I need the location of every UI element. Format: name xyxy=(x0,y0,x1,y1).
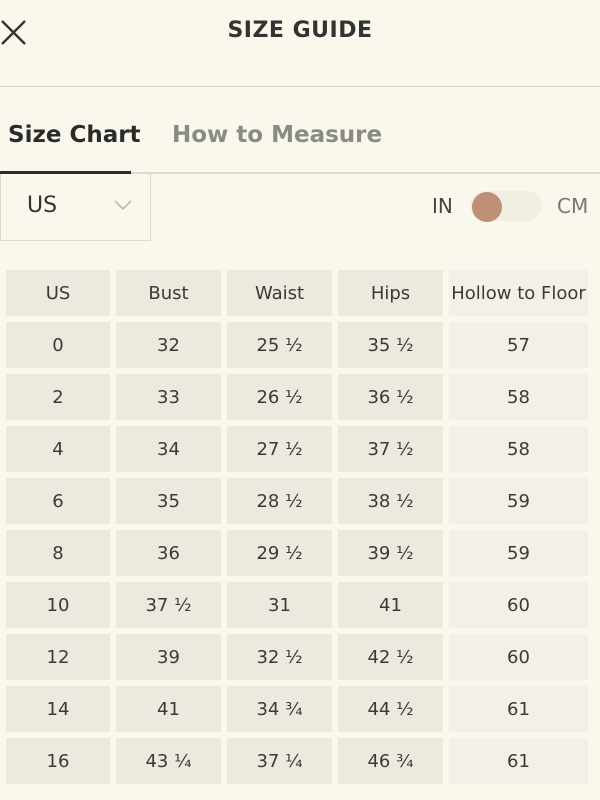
table-cell: 28 ½ xyxy=(227,478,332,524)
table-cell: 25 ½ xyxy=(227,322,332,368)
table-cell: 44 ½ xyxy=(338,686,443,732)
table-cell: 39 ½ xyxy=(338,530,443,576)
table-cell: 10 xyxy=(6,582,110,628)
table-cell: 33 xyxy=(116,374,221,420)
table-cell: 32 ½ xyxy=(227,634,332,680)
header-cell: Bust xyxy=(116,270,221,316)
table-cell: 34 xyxy=(116,426,221,472)
table-cell: 42 ½ xyxy=(338,634,443,680)
table-cell: 58 xyxy=(449,426,588,472)
tab-indicator xyxy=(0,171,131,174)
table-cell: 41 xyxy=(116,686,221,732)
table-cell: 41 xyxy=(338,582,443,628)
table-cell: 38 ½ xyxy=(338,478,443,524)
table-cell: 59 xyxy=(449,530,588,576)
table-cell: 37 ½ xyxy=(116,582,221,628)
table-cell: 43 ¼ xyxy=(116,738,221,784)
title: SIZE GUIDE xyxy=(227,18,373,43)
table-cell: 60 xyxy=(449,634,588,680)
header-cell: US xyxy=(6,270,110,316)
table-cell: 37 ½ xyxy=(338,426,443,472)
table-cell: 60 xyxy=(449,582,588,628)
header-cell: Hollow to Floor xyxy=(449,270,588,316)
table-cell: 39 xyxy=(116,634,221,680)
header-cell: Hips xyxy=(338,270,443,316)
table-cell: 31 xyxy=(227,582,332,628)
divider xyxy=(0,86,600,87)
table-cell: 59 xyxy=(449,478,588,524)
table-cell: 26 ½ xyxy=(227,374,332,420)
header-cell: Waist xyxy=(227,270,332,316)
table-cell: 61 xyxy=(449,686,588,732)
chevron xyxy=(114,200,132,211)
table-cell: 16 xyxy=(6,738,110,784)
table-cell: 32 xyxy=(116,322,221,368)
table-cell: 29 ½ xyxy=(227,530,332,576)
table-cell: 4 xyxy=(6,426,110,472)
table-cell: 36 xyxy=(116,530,221,576)
table-cell: 36 ½ xyxy=(338,374,443,420)
table-cell: 35 xyxy=(116,478,221,524)
table-cell: 27 ½ xyxy=(227,426,332,472)
table-cell: 58 xyxy=(449,374,588,420)
table-cell: 2 xyxy=(6,374,110,420)
toggle-label: CM xyxy=(557,194,589,218)
table-cell: 34 ¾ xyxy=(227,686,332,732)
tab[interactable]: How to Measure xyxy=(172,122,383,148)
table-cell: 57 xyxy=(449,322,588,368)
dropdown[interactable] xyxy=(0,174,151,241)
table-cell: 8 xyxy=(6,530,110,576)
table-cell: 35 ½ xyxy=(338,322,443,368)
table-cell: 46 ¾ xyxy=(338,738,443,784)
dropdown-value: US xyxy=(27,193,58,218)
table-cell: 14 xyxy=(6,686,110,732)
table-cell: 6 xyxy=(6,478,110,524)
tab-line xyxy=(0,172,600,174)
table-cell: 0 xyxy=(6,322,110,368)
toggle-label: IN xyxy=(432,194,453,218)
close-button[interactable] xyxy=(0,18,28,46)
toggle-knob xyxy=(472,192,502,222)
table-cell: 12 xyxy=(6,634,110,680)
table-cell: 61 xyxy=(449,738,588,784)
table-cell: 37 ¼ xyxy=(227,738,332,784)
tab[interactable]: Size Chart xyxy=(8,122,141,148)
